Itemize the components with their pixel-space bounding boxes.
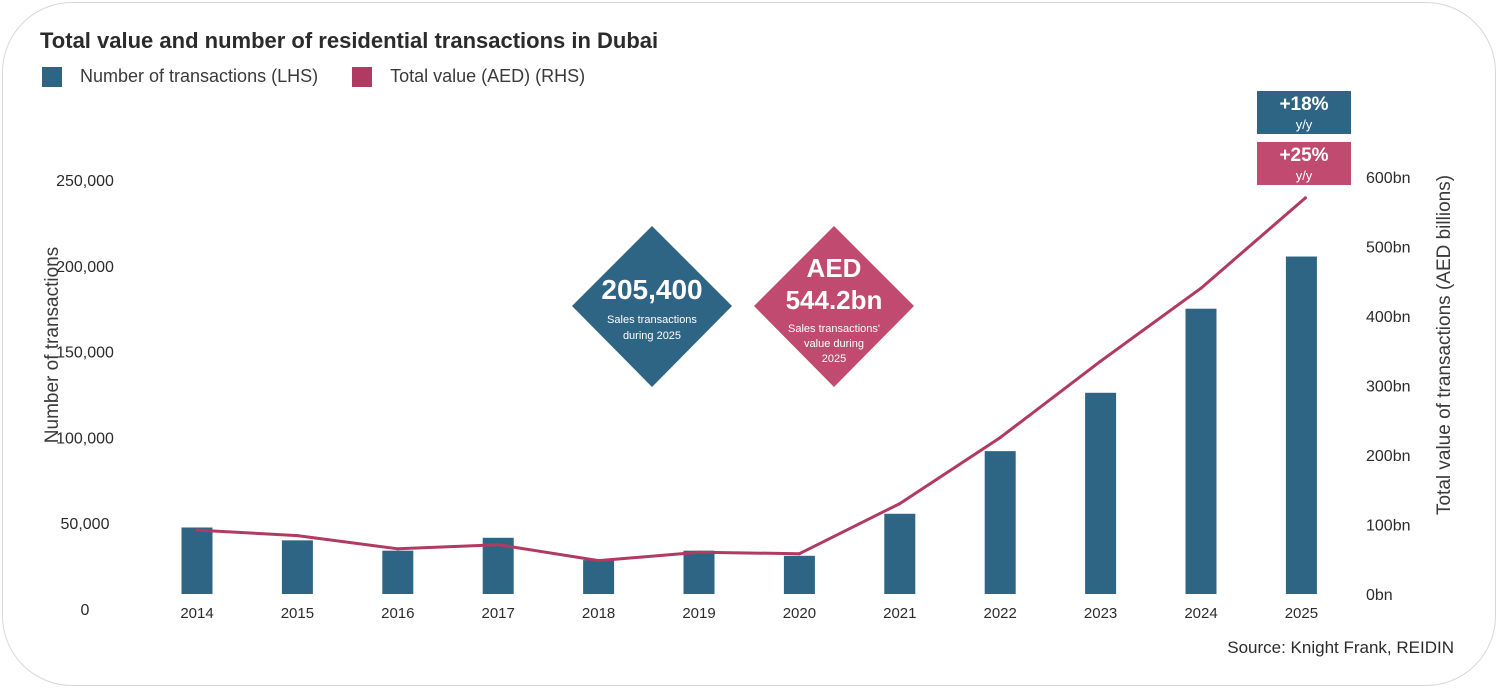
x-tick-label: 2016 <box>381 605 414 622</box>
bar <box>1185 308 1217 594</box>
y-tick-label: 0 <box>81 602 90 619</box>
value-point <box>1303 196 1307 200</box>
value-point <box>496 543 500 547</box>
value-line-layer <box>195 196 1307 563</box>
legend-label-value: Total value (AED) (RHS) <box>390 66 586 86</box>
y2-tick-label: 600bn <box>1366 170 1411 187</box>
legend-item-transactions: Number of transactions (LHS) <box>42 66 318 87</box>
bar <box>984 451 1016 594</box>
diamond-value-caption-2: value during <box>804 338 864 350</box>
bar <box>783 555 815 594</box>
diamond-value-caption-1: Sales transactions' <box>788 323 880 335</box>
badge-value-growth-unit: y/y <box>1296 168 1313 183</box>
value-line <box>195 196 1307 563</box>
y2-axis-label: Total value of transactions (AED billion… <box>1434 175 1455 515</box>
value-point <box>1099 359 1103 363</box>
value-point <box>998 436 1002 440</box>
bar <box>1085 392 1117 594</box>
x-tick-label: 2014 <box>180 605 213 622</box>
bars <box>181 256 1317 594</box>
diamond-transactions-caption-1: Sales transactions <box>607 314 697 326</box>
x-tick-label: 2019 <box>682 605 715 622</box>
badge-value-growth-value: +25% <box>1279 145 1328 166</box>
y-tick-label: 100,000 <box>56 430 114 447</box>
x-tick-label: 2015 <box>281 605 314 622</box>
bar <box>583 560 615 594</box>
y2-tick-label: 200bn <box>1366 448 1411 465</box>
bar <box>1285 256 1317 594</box>
y-tick-label: 150,000 <box>56 345 114 362</box>
y-tick-label: 50,000 <box>61 516 110 533</box>
y-tick-label: 250,000 <box>56 173 114 190</box>
bar <box>382 550 414 594</box>
y2-tick-label: 0bn <box>1366 587 1393 604</box>
x-tick-label: 2018 <box>582 605 615 622</box>
diamond-transactions-value: 205,400 <box>601 274 702 305</box>
x-tick-label: 2023 <box>1084 605 1117 622</box>
legend-label-transactions: Number of transactions (LHS) <box>80 66 319 86</box>
diamond-transactions: 205,400 Sales transactions during 2025 <box>572 226 732 387</box>
left-axis-ticks: 0 50,000 100,000 150,000 200,000 250,000 <box>56 173 114 619</box>
value-point <box>697 550 701 554</box>
x-tick-label: 2022 <box>984 605 1017 622</box>
diamond-value-currency: AED <box>807 253 862 283</box>
value-point <box>195 528 199 532</box>
legend-swatch-transactions <box>42 66 62 87</box>
diamond-value-amount: 544.2bn <box>786 285 883 315</box>
x-tick-label: 2025 <box>1285 605 1318 622</box>
badge-transactions-growth-unit: y/y <box>1296 117 1313 132</box>
value-point <box>295 534 299 538</box>
y2-tick-label: 300bn <box>1366 379 1411 396</box>
bar <box>281 540 313 594</box>
bar <box>683 550 715 594</box>
y2-tick-label: 400bn <box>1366 309 1411 326</box>
chart-title: Total value and number of residential tr… <box>40 28 659 53</box>
legend-swatch-value <box>352 66 373 87</box>
bar <box>181 527 213 594</box>
diamond-value-caption-3: 2025 <box>822 353 846 365</box>
legend: Number of transactions (LHS) Total value… <box>42 66 619 87</box>
value-point <box>898 502 902 506</box>
bar <box>884 513 916 594</box>
diamond-transactions-caption-2: during 2025 <box>623 330 681 342</box>
badge-transactions-growth: +18% y/y <box>1257 91 1351 134</box>
value-point <box>797 552 801 556</box>
value-point <box>597 559 601 563</box>
diamond-value: AED 544.2bn Sales transactions' value du… <box>754 226 914 387</box>
y2-tick-label: 500bn <box>1366 240 1411 257</box>
y-axis-label: Number of transactions <box>42 247 63 443</box>
badge-transactions-growth-value: +18% <box>1279 94 1328 115</box>
x-tick-label: 2017 <box>482 605 515 622</box>
y2-tick-label: 100bn <box>1366 518 1411 535</box>
x-tick-label: 2021 <box>883 605 916 622</box>
value-point <box>396 547 400 551</box>
x-tick-label: 2020 <box>783 605 816 622</box>
badge-value-growth: +25% y/y <box>1257 142 1351 185</box>
x-axis-labels: 2014 2015 2016 2017 2018 2019 2020 2021 2022 2023… <box>180 605 1318 622</box>
right-axis-ticks: 0bn 100bn 200bn 300bn 400bn 500bn 600bn <box>1366 170 1411 604</box>
y-tick-label: 200,000 <box>56 259 114 276</box>
value-point <box>1199 286 1203 290</box>
x-tick-label: 2024 <box>1184 605 1217 622</box>
legend-item-value: Total value (AED) (RHS) <box>352 66 585 87</box>
source-note: Source: Knight Frank, REIDIN <box>1227 638 1454 657</box>
